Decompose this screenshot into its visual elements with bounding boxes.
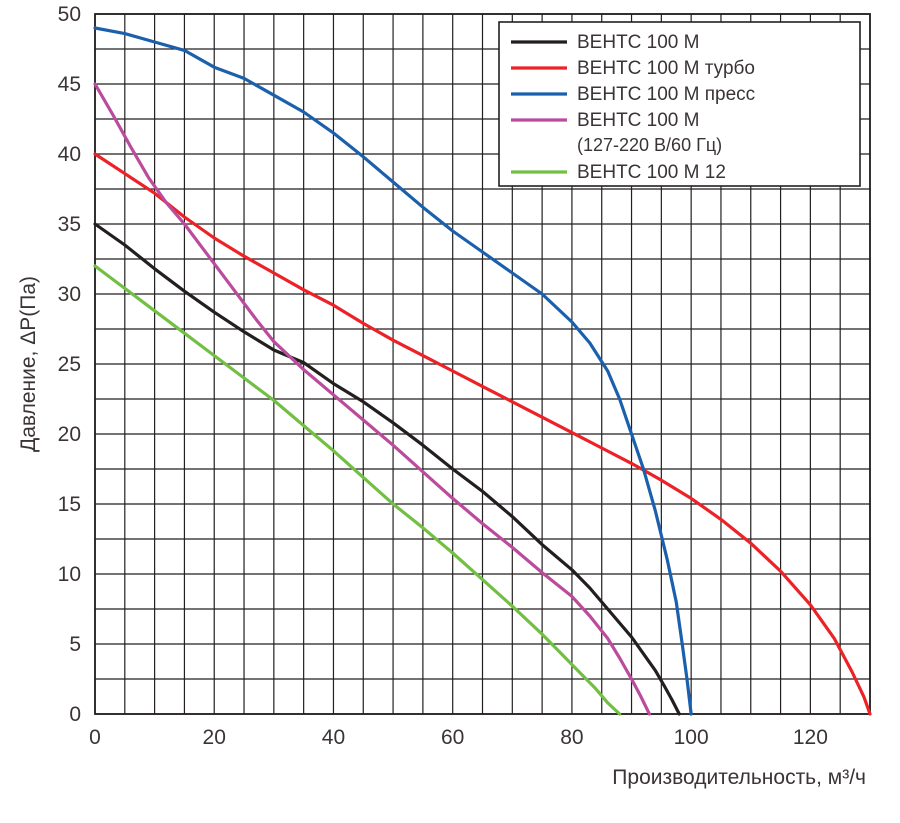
svg-text:20: 20	[58, 423, 81, 446]
svg-text:60: 60	[441, 726, 464, 749]
svg-text:100: 100	[674, 726, 709, 749]
y-axis-title: Давление, ΔP(Па)	[17, 276, 40, 452]
svg-text:0: 0	[69, 703, 81, 726]
svg-text:35: 35	[58, 213, 81, 236]
svg-text:40: 40	[322, 726, 345, 749]
svg-text:30: 30	[58, 283, 81, 306]
svg-text:10: 10	[58, 563, 81, 586]
svg-text:ВЕНТС 100 М 12: ВЕНТС 100 М 12	[577, 162, 726, 183]
svg-text:40: 40	[58, 143, 81, 166]
legend: ВЕНТС 100 М ВЕНТС 100 М турбо ВЕНТС 100 М …	[499, 22, 860, 186]
svg-text:ВЕНТС 100 М пресс: ВЕНТС 100 М пресс	[577, 84, 755, 105]
chart-container: 0 20 40 60 80 100 120 0 5 10 15 20 25 30 35 40 45 50 Давле…	[0, 0, 900, 823]
svg-text:(127-220 В/60 Гц): (127-220 В/60 Гц)	[577, 135, 722, 155]
svg-text:120: 120	[793, 726, 828, 749]
y-tick-labels: 0 5 10 15 20 25 30 35 40 45 50	[58, 3, 81, 726]
series-line-4	[95, 266, 620, 714]
svg-text:15: 15	[58, 493, 81, 516]
x-tick-labels: 0 20 40 60 80 100 120	[89, 726, 828, 749]
x-axis-title: Производительность, м³/ч	[612, 766, 866, 789]
performance-chart: 0 20 40 60 80 100 120 0 5 10 15 20 25 30 35 40 45 50 Давле…	[0, 0, 900, 823]
svg-text:0: 0	[89, 726, 101, 749]
svg-text:45: 45	[58, 73, 81, 96]
svg-text:5: 5	[69, 633, 81, 656]
svg-text:ВЕНТС 100 М турбо: ВЕНТС 100 М турбо	[577, 58, 755, 79]
svg-text:20: 20	[203, 726, 226, 749]
svg-text:25: 25	[58, 353, 81, 376]
svg-text:ВЕНТС 100 М: ВЕНТС 100 М	[577, 32, 699, 53]
svg-text:80: 80	[560, 726, 583, 749]
svg-text:ВЕНТС 100 М: ВЕНТС 100 М	[577, 110, 699, 131]
svg-text:50: 50	[58, 3, 81, 26]
